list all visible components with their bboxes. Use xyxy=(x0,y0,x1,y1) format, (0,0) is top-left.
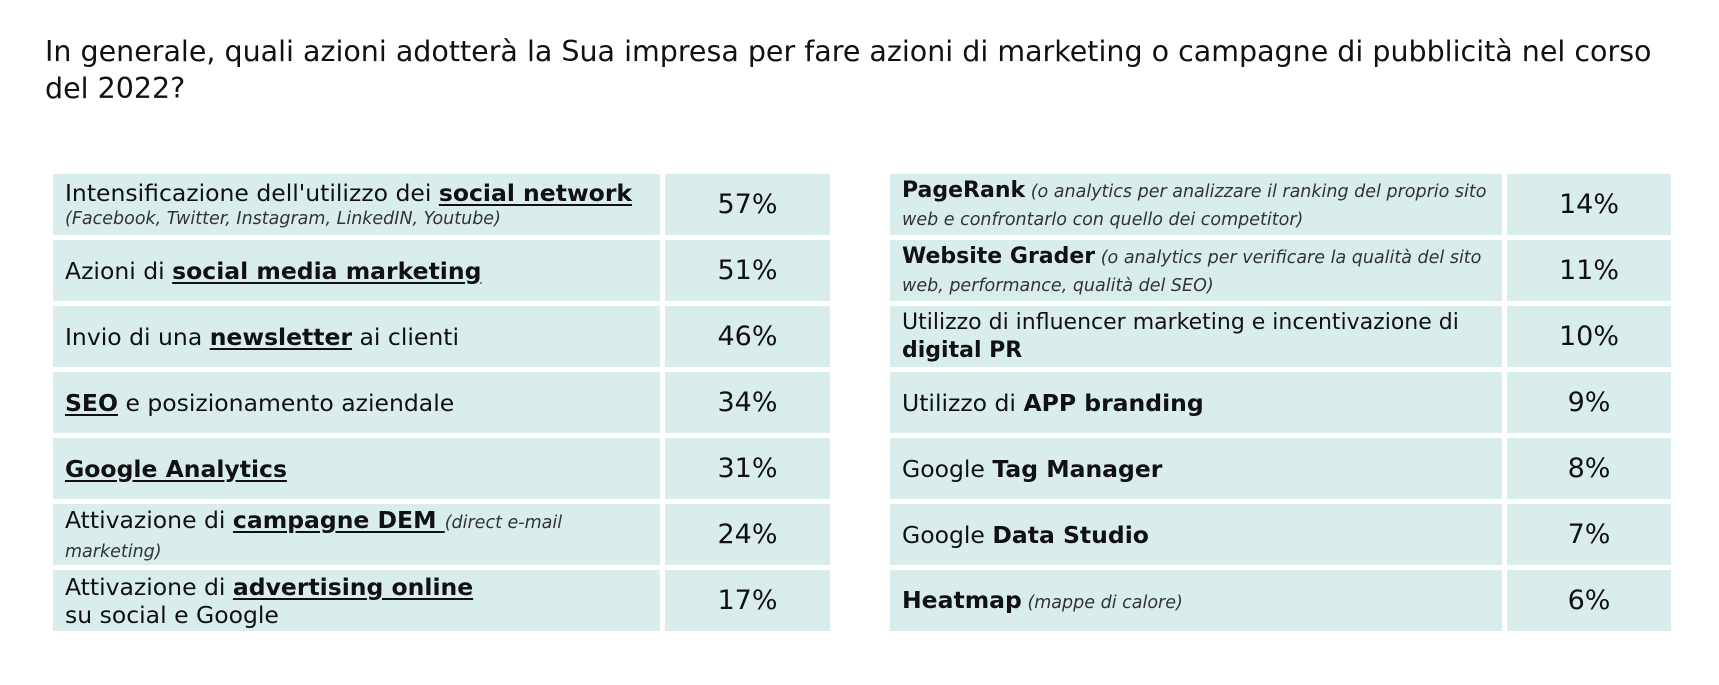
row-label: Website Grader (o analytics per verifica… xyxy=(890,240,1502,301)
table-row: Google Data Studio 7% xyxy=(890,504,1671,565)
row-value: 51% xyxy=(665,240,830,301)
right-results-table: PageRank (o analytics per analizzare il … xyxy=(890,174,1671,631)
row-label: PageRank (o analytics per analizzare il … xyxy=(890,174,1502,235)
row-label: Attivazione di campagne DEM (direct e-ma… xyxy=(53,504,660,565)
row-label: Heatmap (mappe di calore) xyxy=(890,570,1502,631)
table-row: Google Analytics 31% xyxy=(53,438,830,499)
table-row: Intensificazione dell'utilizzo dei socia… xyxy=(53,174,830,235)
table-row: Google Tag Manager 8% xyxy=(890,438,1671,499)
left-results-table: Intensificazione dell'utilizzo dei socia… xyxy=(53,174,830,631)
row-note: (Facebook, Twitter, Instagram, LinkedIN,… xyxy=(65,208,501,229)
row-note: (mappe di calore) xyxy=(1021,593,1183,613)
row-value: 57% xyxy=(665,174,830,235)
table-row: Invio di una newsletter ai clienti 46% xyxy=(53,306,830,367)
row-label: Google Tag Manager xyxy=(890,438,1502,499)
table-row: Utilizzo di APP branding 9% xyxy=(890,372,1671,433)
table-row: Attivazione di campagne DEM (direct e-ma… xyxy=(53,504,830,565)
row-value: 10% xyxy=(1507,306,1671,367)
row-note: (o analytics per verificare la qualità d… xyxy=(902,247,1482,296)
table-row: PageRank (o analytics per analizzare il … xyxy=(890,174,1671,235)
row-value: 14% xyxy=(1507,174,1671,235)
row-value: 46% xyxy=(665,306,830,367)
row-value: 31% xyxy=(665,438,830,499)
row-value: 11% xyxy=(1507,240,1671,301)
table-row: Website Grader (o analytics per verifica… xyxy=(890,240,1671,301)
table-row: SEO e posizionamento aziendale 34% xyxy=(53,372,830,433)
row-value: 7% xyxy=(1507,504,1671,565)
row-label: Attivazione di advertising online su soc… xyxy=(53,570,660,631)
row-label: Invio di una newsletter ai clienti xyxy=(53,306,660,367)
row-value: 8% xyxy=(1507,438,1671,499)
table-row: Attivazione di advertising online su soc… xyxy=(53,570,830,631)
table-row: Azioni di social media marketing 51% xyxy=(53,240,830,301)
row-note: (o analytics per analizzare il ranking d… xyxy=(902,181,1487,230)
row-label: Utilizzo di APP branding xyxy=(890,372,1502,433)
row-label: Google Data Studio xyxy=(890,504,1502,565)
row-label: Google Analytics xyxy=(53,438,660,499)
row-label: Utilizzo di influencer marketing e incen… xyxy=(890,306,1502,367)
row-label: SEO e posizionamento aziendale xyxy=(53,372,660,433)
row-label: Azioni di social media marketing xyxy=(53,240,660,301)
row-note: (direct e-mail marketing) xyxy=(65,512,563,562)
row-value: 34% xyxy=(665,372,830,433)
row-value: 6% xyxy=(1507,570,1671,631)
row-value: 24% xyxy=(665,504,830,565)
row-label: Intensificazione dell'utilizzo dei socia… xyxy=(53,174,660,235)
table-row: Utilizzo di influencer marketing e incen… xyxy=(890,306,1671,367)
row-value: 9% xyxy=(1507,372,1671,433)
row-value: 17% xyxy=(665,570,830,631)
page-title: In generale, quali azioni adotterà la Su… xyxy=(45,35,1652,105)
table-row: Heatmap (mappe di calore) 6% xyxy=(890,570,1671,631)
